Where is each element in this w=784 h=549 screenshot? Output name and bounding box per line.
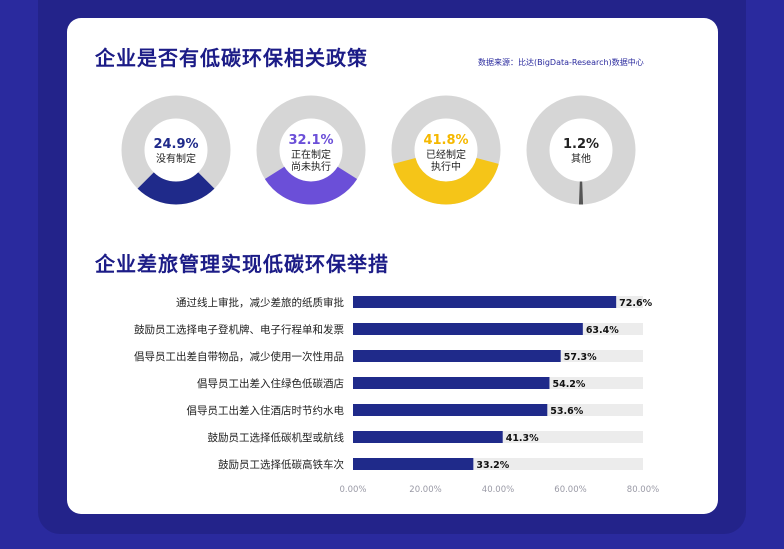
bar-value-label: 72.6%: [619, 298, 652, 309]
x-tick-label: 40.00%: [482, 485, 514, 495]
donut-value-label: 41.8%: [423, 133, 468, 148]
x-tick-label: 0.00%: [339, 485, 366, 495]
bar-value-label: 53.6%: [550, 406, 583, 417]
donut-category-label: 没有制定: [156, 152, 196, 165]
bar: [353, 377, 550, 389]
bar: [353, 458, 474, 470]
bar: [353, 296, 617, 308]
bar-value-label: 57.3%: [564, 352, 597, 363]
donut-category-label: 已经制定: [426, 148, 466, 161]
donut-slice: [264, 166, 358, 205]
x-tick-label: 60.00%: [554, 485, 586, 495]
bar-category-label: 鼓励员工选择电子登机牌、电子行程单和发票: [134, 323, 344, 336]
bar-category-label: 鼓励员工选择低碳高铁车次: [218, 458, 344, 471]
donut-slice: [137, 171, 215, 205]
x-tick-label: 20.00%: [409, 485, 441, 495]
bar-value-label: 63.4%: [586, 325, 619, 336]
bar: [353, 323, 583, 335]
measures-title: 企业差旅管理实现低碳环保举措: [95, 252, 389, 276]
policy-title: 企业是否有低碳环保相关政策: [95, 46, 368, 70]
donut-slice: [393, 157, 499, 205]
bar-category-label: 通过线上审批，减少差旅的纸质审批: [176, 296, 344, 309]
donut-category-label: 尚未执行: [291, 160, 331, 173]
bar: [353, 404, 548, 416]
bar-category-label: 倡导员工出差入住绿色低碳酒店: [197, 377, 344, 390]
bar: [353, 350, 561, 362]
bar-value-label: 54.2%: [552, 379, 585, 390]
donut-value-label: 32.1%: [288, 133, 333, 148]
donut-category-label: 正在制定: [291, 148, 331, 161]
bar-value-label: 41.3%: [506, 433, 539, 444]
bar-category-label: 倡导员工出差自带物品，减少使用一次性用品: [134, 350, 344, 363]
bar-category-label: 鼓励员工选择低碳机型或航线: [208, 431, 345, 444]
x-tick-label: 80.00%: [627, 485, 659, 495]
donut-category-label: 执行中: [431, 160, 461, 173]
donut-category-label: 其他: [571, 152, 591, 165]
data-source: 数据来源：比达(BigData-Research)数据中心: [478, 58, 644, 67]
bar-category-label: 倡导员工出差入住酒店时节约水电: [187, 404, 345, 417]
donut-value-label: 24.9%: [153, 137, 198, 152]
bar: [353, 431, 503, 443]
bar-value-label: 33.2%: [476, 460, 509, 471]
donut-value-label: 1.2%: [563, 137, 599, 152]
